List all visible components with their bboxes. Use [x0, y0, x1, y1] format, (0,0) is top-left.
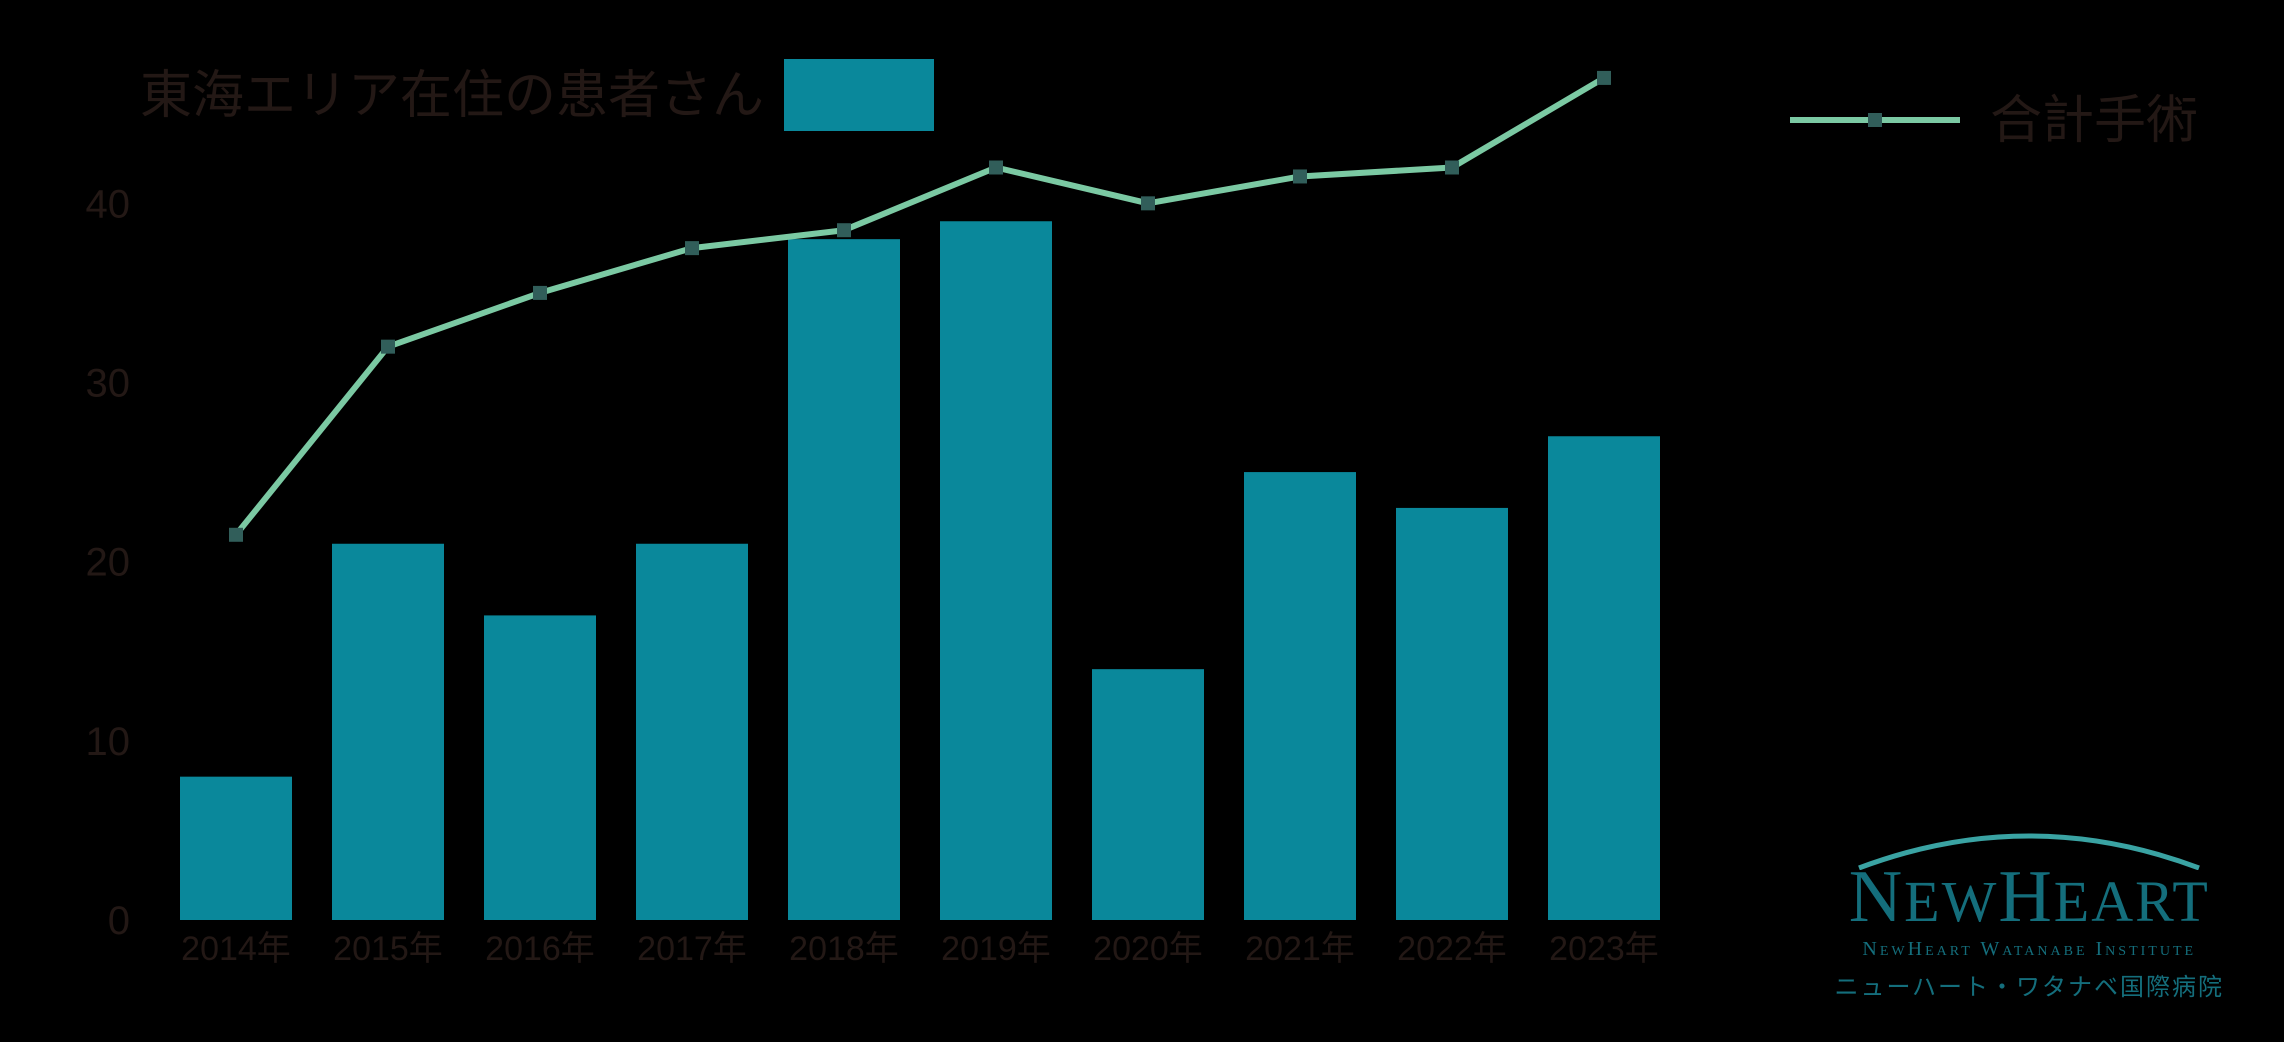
line-series	[236, 78, 1604, 535]
y-tick-label: 10	[86, 720, 131, 764]
y-tick-label: 0	[108, 899, 130, 943]
line-marker	[533, 286, 547, 300]
bar	[484, 615, 596, 920]
bar	[1244, 472, 1356, 920]
line-marker	[685, 241, 699, 255]
line-marker	[1445, 161, 1459, 175]
line-marker	[989, 161, 1003, 175]
x-tick-label: 2021年	[1245, 930, 1355, 968]
x-tick-label: 2023年	[1549, 930, 1659, 968]
legend-bar-swatch	[784, 59, 934, 131]
line-marker	[837, 223, 851, 237]
x-tick-label: 2016年	[485, 930, 595, 968]
bar	[788, 239, 900, 920]
y-tick-label: 20	[86, 541, 131, 585]
line-marker	[1597, 71, 1611, 85]
y-tick-label: 30	[86, 362, 131, 406]
x-tick-label: 2014年	[181, 930, 291, 968]
bar	[940, 221, 1052, 920]
x-tick-label: 2018年	[789, 930, 899, 968]
line-marker	[1141, 196, 1155, 210]
chart-container: 0 10 20 30 40 2014年 2015年 2016年 2017年 2018年 2019年 2…	[0, 0, 2284, 1042]
y-tick-label: 40	[86, 182, 131, 226]
x-tick-label: 2017年	[637, 930, 747, 968]
bar	[1396, 508, 1508, 920]
bar	[332, 544, 444, 920]
bar	[180, 777, 292, 920]
logo-subtitle-ja: ニューハート・ワタナベ国際病院	[1834, 967, 2224, 1002]
bar	[1548, 436, 1660, 920]
line-marker	[229, 528, 243, 542]
x-tick-label: 2019年	[941, 930, 1051, 968]
x-tick-label: 2022年	[1397, 930, 1507, 968]
legend-bar-label: 東海エリア在住の患者さん	[140, 67, 764, 125]
x-tick-label: 2015年	[333, 930, 443, 968]
logo-subtitle-en: NewHeart Watanabe Institute	[1834, 938, 2224, 961]
legend-line-marker	[1868, 113, 1882, 127]
hospital-logo: NEWHEART NewHeart Watanabe Institute ニュー…	[1834, 824, 2224, 1002]
bar	[1092, 669, 1204, 920]
line-marker	[381, 340, 395, 354]
legend-line-label: 合計手術	[1990, 92, 2198, 150]
line-marker	[1293, 169, 1307, 183]
logo-brand: NEWHEART	[1834, 860, 2224, 934]
bar	[636, 544, 748, 920]
x-tick-label: 2020年	[1093, 930, 1203, 968]
